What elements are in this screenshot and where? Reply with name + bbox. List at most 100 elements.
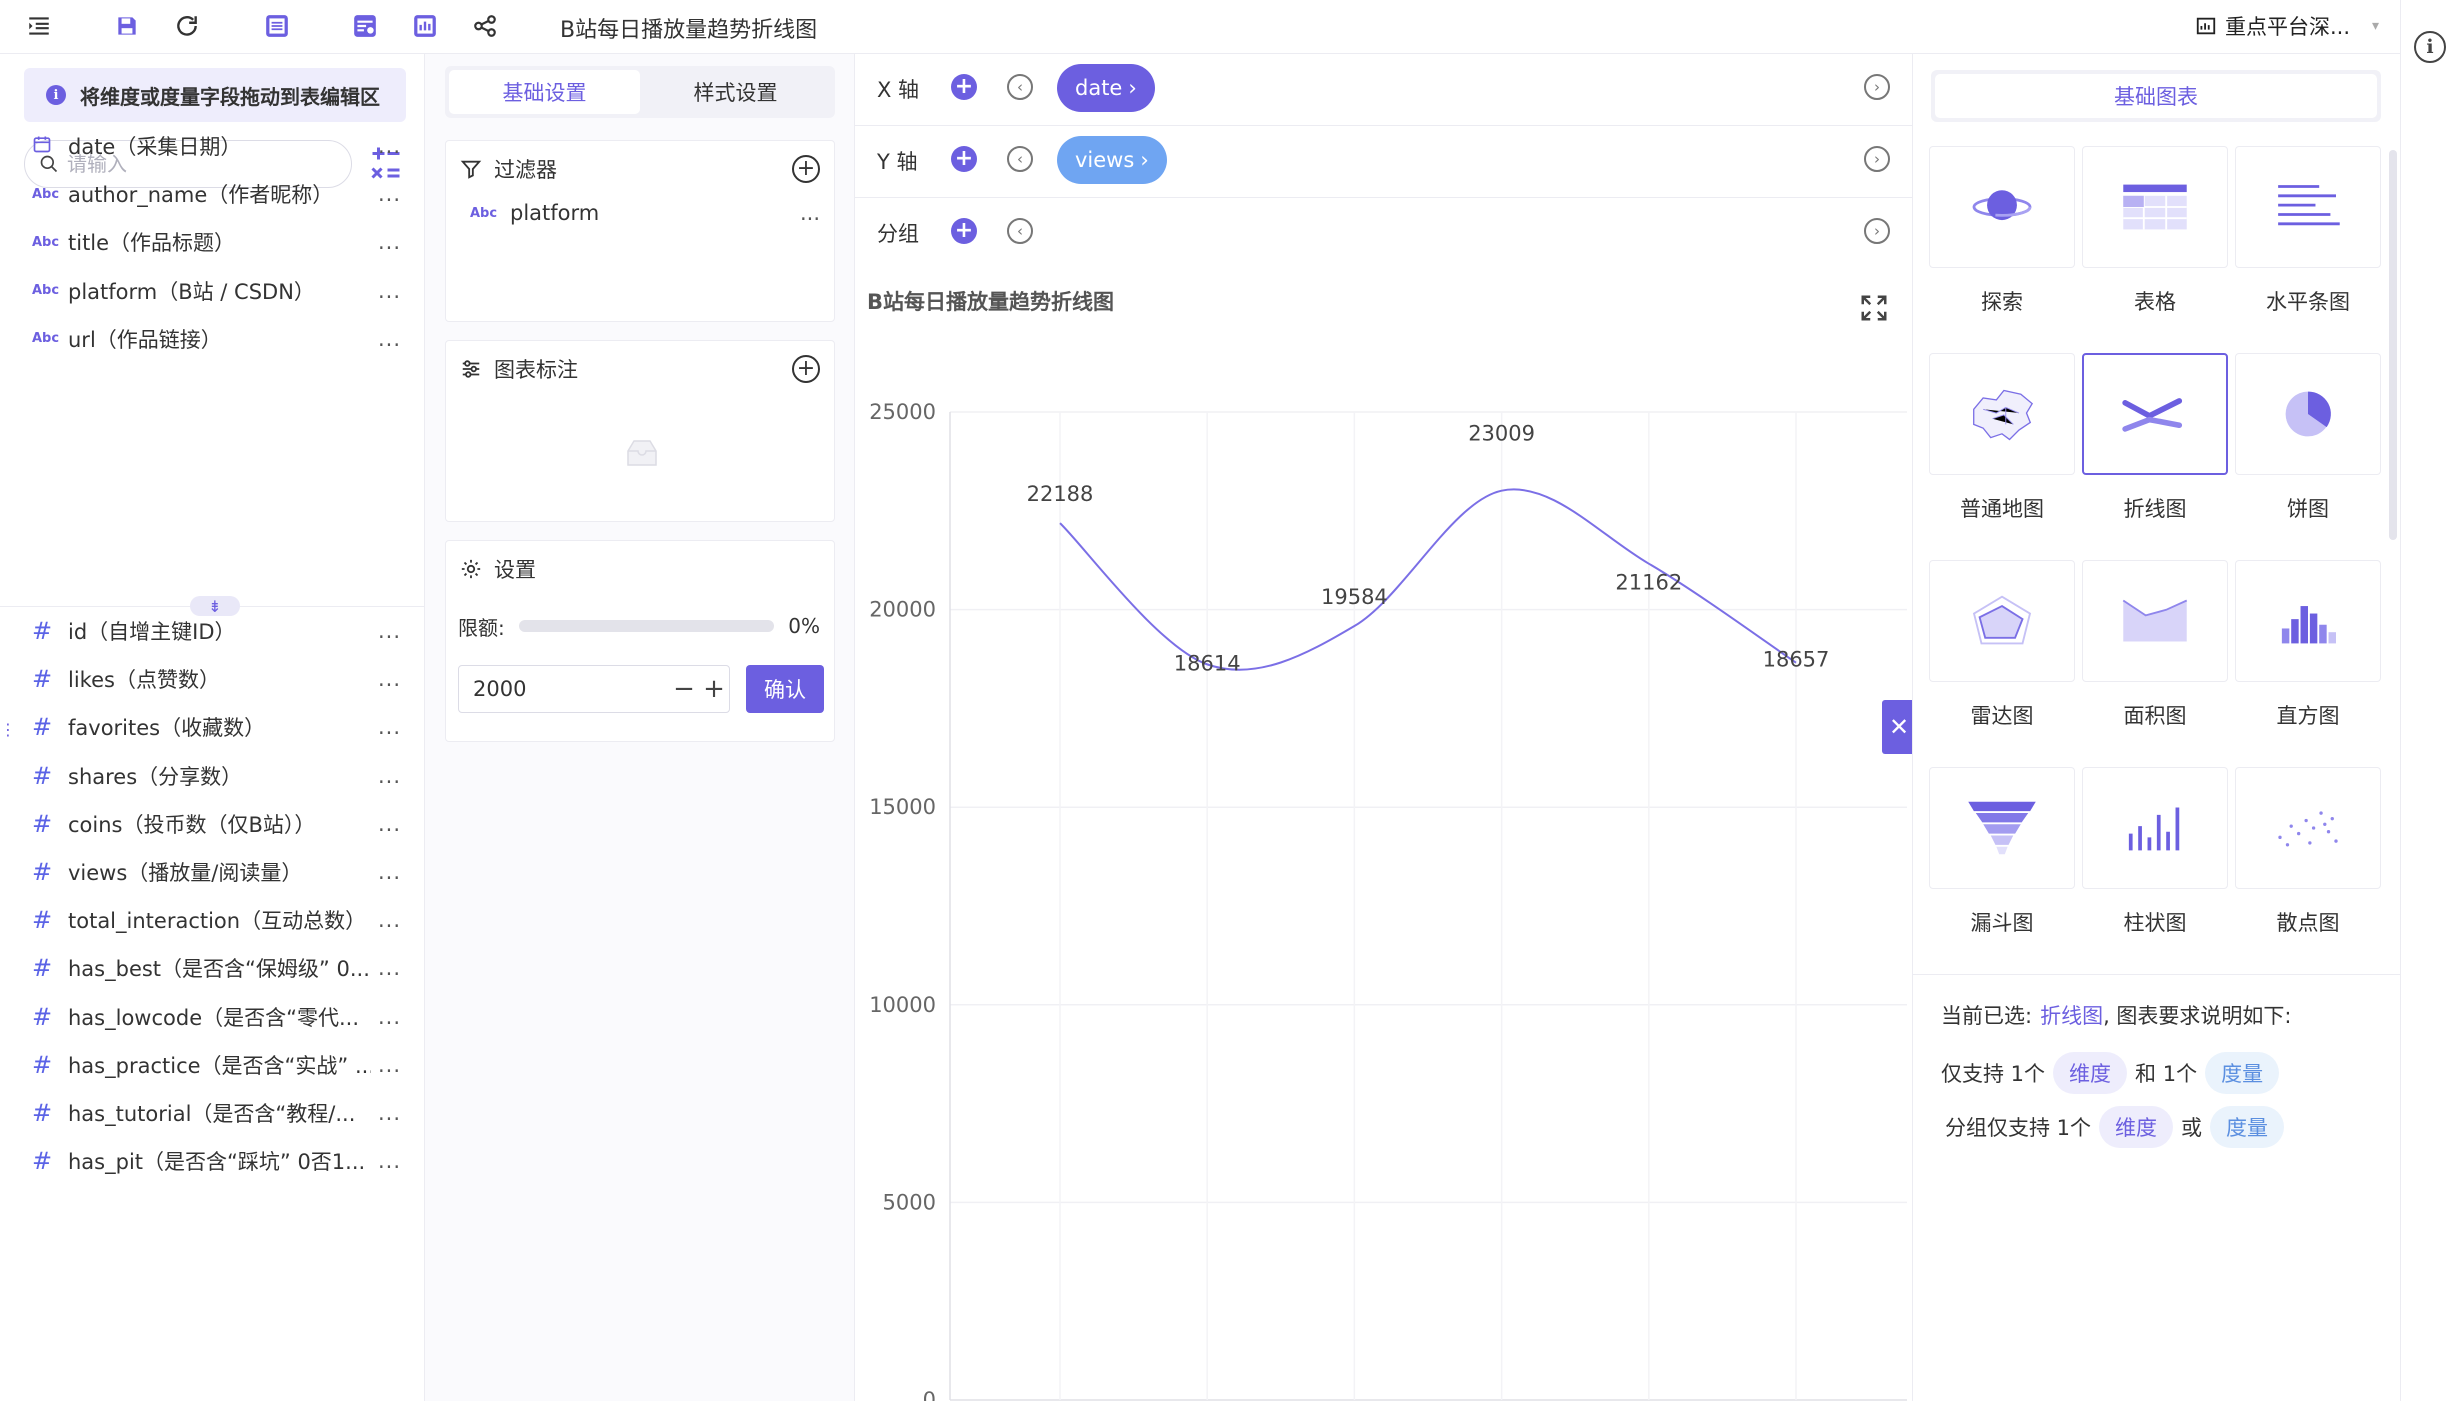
add-y-field-icon[interactable]: + <box>951 146 977 172</box>
more-icon[interactable]: ... <box>377 908 401 933</box>
data-table-icon[interactable] <box>262 11 292 41</box>
more-icon[interactable]: ... <box>377 1004 401 1029</box>
chevron-left-icon[interactable]: ‹ <box>1007 74 1033 100</box>
chevron-right-circle-icon[interactable]: › <box>1864 74 1890 100</box>
add-x-field-icon[interactable]: + <box>951 74 977 100</box>
settings-card: 设置 限额: 0% 2000 − + 确认 <box>445 540 835 742</box>
more-icon[interactable]: ... <box>377 134 401 159</box>
more-icon[interactable]: ... <box>377 1149 401 1174</box>
more-icon[interactable]: ... <box>377 763 401 788</box>
more-icon[interactable]: ... <box>377 715 401 740</box>
expand-icon[interactable] <box>1859 293 1889 323</box>
chart-type-area-chart[interactable]: 面积图 <box>2082 560 2228 760</box>
field-item[interactable]: # has_lowcode（是否含“零代...... <box>0 993 425 1041</box>
chart-type-line-chart[interactable]: 折线图 <box>2082 353 2228 553</box>
tab-basic-settings[interactable]: 基础设置 <box>449 70 640 114</box>
more-icon[interactable]: ... <box>377 230 401 255</box>
x-field-pill[interactable]: date › <box>1057 64 1155 112</box>
chevron-left-icon[interactable]: ‹ <box>1007 146 1033 172</box>
formula-icon[interactable] <box>368 146 404 182</box>
radar-chart-icon <box>1929 560 2075 682</box>
field-item[interactable]: Abc url（作品链接）... <box>0 315 425 363</box>
tab-style-settings[interactable]: 样式设置 <box>693 81 778 105</box>
field-item[interactable]: # favorites（收藏数）... <box>0 703 425 751</box>
confirm-button[interactable]: 确认 <box>746 665 824 713</box>
req-line2-a: 仅支持 1个 <box>1941 1062 2046 1086</box>
chart-type-pie-chart[interactable]: 饼图 <box>2235 353 2381 553</box>
chart-type-panel: 基础图表 探索 表格 水平条图 普通地图 折线图 饼图 雷达图 面积图 直方图 漏斗图 柱状图 散点图… <box>1912 54 2401 1401</box>
field-item[interactable]: # has_best（是否含“保姆级” 0...... <box>0 944 425 992</box>
number-type-icon: # <box>32 1098 53 1127</box>
more-icon[interactable]: ... <box>377 1100 401 1125</box>
chevron-right-circle-icon[interactable]: › <box>1864 146 1890 172</box>
more-icon[interactable]: ... <box>377 860 401 885</box>
field-search-input[interactable] <box>67 152 327 176</box>
add-filter-icon[interactable]: + <box>792 155 820 183</box>
collapse-menu-icon[interactable] <box>24 11 54 41</box>
scrollbar-thumb[interactable] <box>2389 150 2397 540</box>
chart-type-label: 散点图 <box>2276 911 2340 935</box>
more-icon[interactable]: ... <box>377 619 401 644</box>
field-item[interactable]: # has_practice（是否含“实战” ...... <box>0 1041 425 1089</box>
chart-type-funnel-chart[interactable]: 漏斗图 <box>1929 767 2075 967</box>
chart-type-scatter-chart[interactable]: 散点图 <box>2235 767 2381 967</box>
field-item[interactable]: Abc author_name（作者昵称）... <box>0 170 425 218</box>
more-icon[interactable]: ... <box>799 201 820 225</box>
y-field-pill[interactable]: views › <box>1057 136 1167 184</box>
refresh-icon[interactable] <box>172 11 202 41</box>
field-item[interactable]: # total_interaction（互动总数）... <box>0 896 425 944</box>
more-icon[interactable]: ... <box>377 667 401 692</box>
info-icon[interactable]: i <box>2414 31 2446 63</box>
minus-icon[interactable]: − <box>673 674 695 704</box>
chart-type-planet[interactable]: 探索 <box>1929 146 2075 346</box>
add-group-field-icon[interactable]: + <box>951 218 977 244</box>
close-panel-icon[interactable]: ✕ <box>1882 700 1916 754</box>
more-icon[interactable]: ... <box>377 956 401 981</box>
field-item[interactable]: # views（播放量/阅读量）... <box>0 848 425 896</box>
field-item[interactable]: # has_tutorial（是否含“教程/...... <box>0 1089 425 1137</box>
more-icon[interactable]: ... <box>377 182 401 207</box>
save-icon[interactable] <box>112 11 142 41</box>
tab-basic-charts[interactable]: 基础图表 <box>1935 74 2377 118</box>
chart-type-map[interactable]: 普通地图 <box>1929 353 2075 553</box>
field-item[interactable]: # id（自增主键ID）... <box>0 607 425 655</box>
line-chart: 05000100001500020000250002026-06-132026-… <box>869 400 1907 1401</box>
side-grip-icon[interactable]: ⋮ <box>0 719 16 739</box>
selected-chart-link[interactable]: 折线图 <box>2040 1004 2104 1028</box>
chart-type-table[interactable]: 表格 <box>2082 146 2228 346</box>
field-item[interactable]: Abc title（作品标题）... <box>0 218 425 266</box>
add-annotation-icon[interactable]: + <box>792 355 820 383</box>
right-rail <box>2400 0 2461 1401</box>
field-item[interactable]: date（采集日期）... <box>0 122 425 170</box>
area-chart-icon <box>2082 560 2228 682</box>
chevron-right-circle-icon[interactable]: › <box>1864 218 1890 244</box>
splitter-handle-icon[interactable]: ⇟ <box>190 596 240 616</box>
chart-type-histogram[interactable]: 直方图 <box>2235 560 2381 760</box>
chevron-left-icon[interactable]: ‹ <box>1007 218 1033 244</box>
filter-item[interactable]: Abc platform ... <box>470 201 820 225</box>
field-item[interactable]: # coins（投币数（仅B站））... <box>0 800 425 848</box>
chart-type-horizontal-bar[interactable]: 水平条图 <box>2235 146 2381 346</box>
count-value[interactable]: 2000 <box>473 677 527 701</box>
more-icon[interactable]: ... <box>377 1052 401 1077</box>
field-item[interactable]: # has_pit（是否含“踩坑” 0否1...... <box>0 1137 425 1185</box>
string-type-icon: Abc <box>32 283 60 299</box>
report-title[interactable]: B站每日播放量趋势折线图 <box>560 18 818 43</box>
empty-box-icon <box>627 440 657 466</box>
bar-chart-icon[interactable] <box>410 11 440 41</box>
field-label: has_tutorial（是否含“教程/... <box>68 1101 356 1126</box>
count-stepper[interactable]: 2000 − + <box>458 665 730 713</box>
chart-config-icon[interactable] <box>350 11 380 41</box>
field-item[interactable]: # likes（点赞数）... <box>0 655 425 703</box>
share-icon[interactable] <box>470 11 500 41</box>
dataset-selector[interactable]: 重点平台深... ▾ <box>2195 11 2379 41</box>
field-item[interactable]: # shares（分享数）... <box>0 752 425 800</box>
field-search[interactable] <box>24 140 352 188</box>
plus-icon[interactable]: + <box>703 674 725 704</box>
chart-type-radar-chart[interactable]: 雷达图 <box>1929 560 2075 760</box>
field-item[interactable]: Abc platform（B站 / CSDN）... <box>0 267 425 315</box>
more-icon[interactable]: ... <box>377 326 401 351</box>
more-icon[interactable]: ... <box>377 811 401 836</box>
chart-type-column-chart[interactable]: 柱状图 <box>2082 767 2228 967</box>
more-icon[interactable]: ... <box>377 278 401 303</box>
